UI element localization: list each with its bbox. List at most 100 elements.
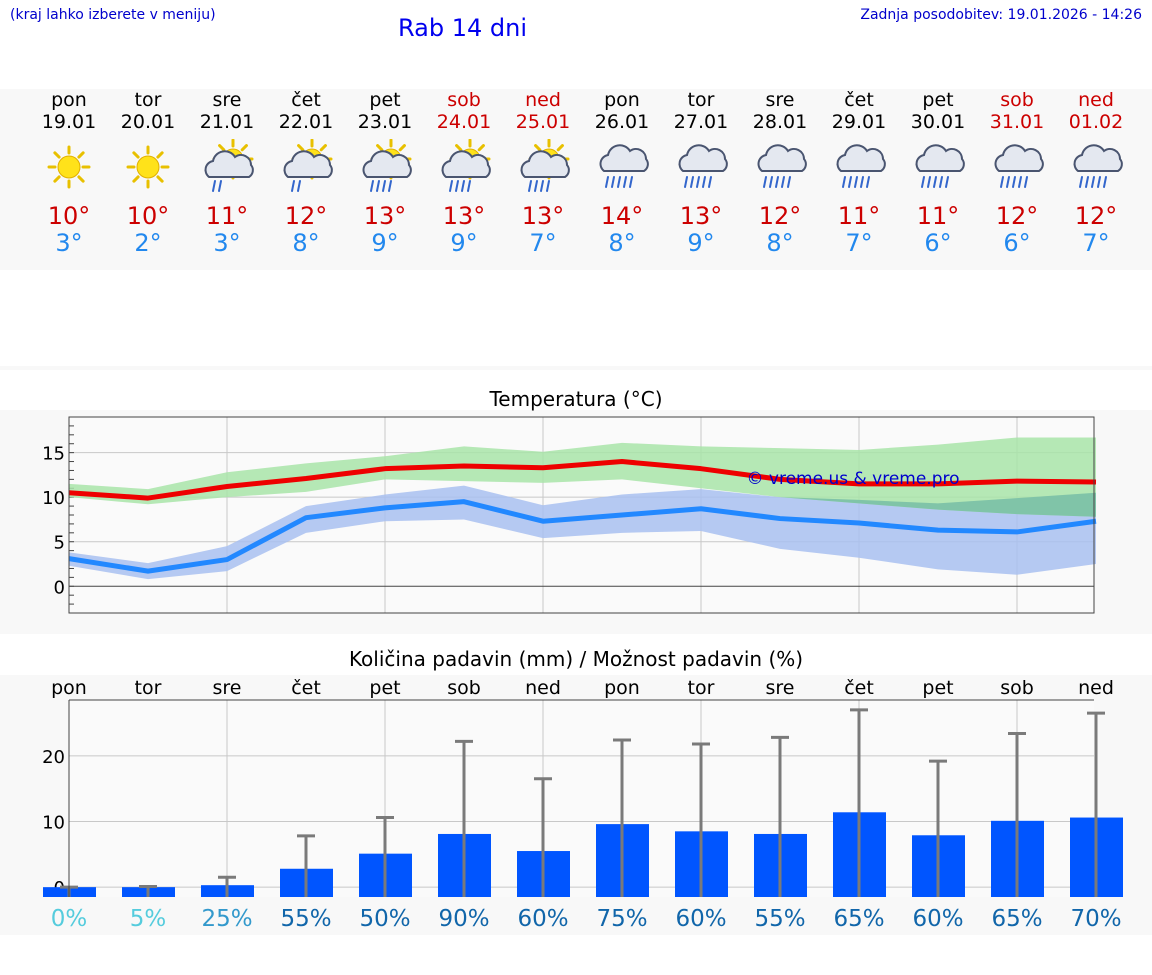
max-temperature: 11° [916, 202, 960, 230]
day-date: 25.01 [515, 111, 571, 133]
category-label: čet [844, 677, 874, 699]
category-label: tor [135, 677, 162, 699]
precip-probability: 0% [51, 906, 88, 932]
day-date: 24.01 [436, 111, 492, 133]
min-temperature: 2° [134, 229, 162, 257]
weather-icon-slot [424, 138, 504, 199]
max-temperature: 13° [679, 202, 723, 230]
y-tick-label: 10 [42, 488, 65, 509]
weather-icon-slot [898, 139, 978, 199]
day-date: 27.01 [673, 111, 729, 133]
min-temperature-line [68, 499, 1097, 574]
day-date: 29.01 [831, 111, 887, 133]
category-label: sob [1000, 677, 1034, 699]
max-temperature: 13° [363, 202, 407, 230]
category-label: sre [766, 677, 795, 699]
precipitation-chart: pon tor sre čet pet sob ned pon tor sre čet pet sob n… [42, 677, 1123, 932]
category-label: tor [688, 677, 715, 699]
min-temperature: 8° [292, 229, 320, 257]
sun-icon [126, 145, 170, 189]
sun-cloud-heavy-rain-icon [441, 138, 491, 192]
min-temperature: 9° [371, 229, 399, 257]
temperature-chart: 0 5 10 15 © vreme.us & vreme.pro [42, 416, 1097, 614]
cloud-rain-icon [994, 144, 1044, 188]
min-temperature: 7° [845, 229, 873, 257]
day-date: 01.02 [1068, 111, 1124, 133]
watermark: © vreme.us & vreme.pro [746, 469, 959, 489]
max-temperature-line [68, 459, 1097, 501]
precip-probability: 55% [754, 906, 805, 932]
y-tick-label: 20 [42, 747, 65, 768]
category-label: sob [447, 677, 481, 699]
category-label: ned [1078, 677, 1114, 699]
weather-icon-slot [582, 139, 662, 199]
weather-icon-slot [187, 138, 267, 199]
day-column: pon 26.01 14° 8° [582, 89, 662, 257]
sun-icon [47, 145, 91, 189]
day-name: tor [134, 89, 162, 111]
page-title: Rab 14 dni [398, 14, 527, 42]
sun-cloud-heavy-rain-icon [362, 138, 412, 192]
weather-icon-slot [661, 139, 741, 199]
forecast-panel [0, 89, 1152, 270]
day-name: pet [369, 89, 401, 111]
precip-probability: 70% [1070, 906, 1121, 932]
precipitation-chart-title: Količina padavin (mm) / Možnost padavin … [348, 647, 804, 671]
min-temperature: 8° [608, 229, 636, 257]
category-label: ned [525, 677, 561, 699]
weather-icon-slot [740, 139, 820, 199]
day-date: 23.01 [357, 111, 413, 133]
min-range-band [69, 485, 1096, 580]
day-column: ned 25.01 13° 7° [503, 89, 583, 257]
cloud-rain-icon [915, 144, 965, 188]
temperature-chart-title: Temperatura (°C) [489, 387, 663, 411]
separator [0, 366, 1152, 370]
category-label: pon [604, 677, 640, 699]
max-range-band [69, 437, 1096, 517]
day-column: čet 22.01 12° 8° [266, 89, 346, 257]
day-column: pet 23.01 13° 9° [345, 89, 425, 257]
day-date: 21.01 [199, 111, 255, 133]
day-column: pon 19.01 10° 3° [29, 89, 109, 257]
day-name: ned [1078, 89, 1114, 111]
day-column: tor 20.01 10° 2° [108, 89, 188, 257]
precip-probability: 65% [833, 906, 884, 932]
day-column: čet 29.01 11° 7° [819, 89, 899, 257]
day-column: sob 24.01 13° 9° [424, 89, 504, 257]
min-temperature: 3° [55, 229, 83, 257]
sun-cloud-rain-icon [283, 138, 333, 192]
y-tick-label: 15 [42, 444, 65, 465]
precip-probability: 60% [675, 906, 726, 932]
day-name: tor [687, 89, 715, 111]
precip-probability: 60% [517, 906, 568, 932]
precip-probability: 5% [130, 906, 167, 932]
day-date: 20.01 [120, 111, 176, 133]
day-column: sre 21.01 11° 3° [187, 89, 267, 257]
day-name: sre [765, 89, 795, 111]
day-name: pet [922, 89, 954, 111]
weather-icon-slot [977, 139, 1057, 199]
max-temperature: 12° [758, 202, 802, 230]
category-label: sre [213, 677, 242, 699]
max-temperature: 11° [837, 202, 881, 230]
day-column: ned 01.02 12° 7° [1056, 89, 1136, 257]
category-label: pon [51, 677, 87, 699]
max-temperature: 14° [600, 202, 644, 230]
weather-icon-slot [345, 138, 425, 199]
day-name: pon [604, 89, 640, 111]
y-tick-label: 10 [42, 812, 65, 833]
category-label: pet [922, 677, 953, 699]
precip-probability: 90% [438, 906, 489, 932]
category-label: čet [291, 677, 321, 699]
day-date: 19.01 [41, 111, 97, 133]
min-temperature: 6° [1003, 229, 1031, 257]
day-name: sre [212, 89, 242, 111]
day-name: čet [844, 89, 874, 111]
precip-probability: 25% [201, 906, 252, 932]
precip-probability: 75% [596, 906, 647, 932]
max-temperature: 11° [205, 202, 249, 230]
cloud-rain-icon [1073, 144, 1123, 188]
day-name: sob [1000, 89, 1034, 111]
weather-icon-slot [503, 138, 583, 199]
day-date: 28.01 [752, 111, 808, 133]
